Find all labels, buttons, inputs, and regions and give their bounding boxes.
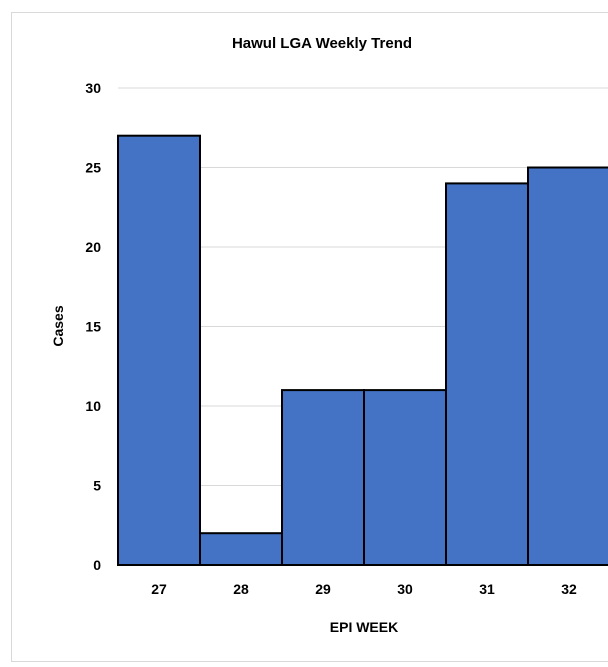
- y-tick-label: 10: [85, 398, 101, 414]
- x-tick-label: 28: [233, 581, 249, 597]
- x-tick-label: 29: [315, 581, 331, 597]
- y-tick-label: 15: [85, 319, 101, 335]
- x-tick-label: 30: [397, 581, 413, 597]
- y-tick-label: 30: [85, 80, 101, 96]
- y-tick-label: 5: [93, 478, 101, 494]
- y-tick-label: 20: [85, 239, 101, 255]
- y-tick-label: 25: [85, 160, 101, 176]
- bar-week-27: [117, 134, 201, 566]
- x-tick-label: 27: [151, 581, 167, 597]
- bar-week-29: [281, 389, 365, 566]
- y-tick-labels: 0 5 10 15 20 25 30: [85, 80, 101, 573]
- y-axis-label: Cases: [50, 305, 66, 346]
- bar-week-32: [527, 166, 608, 566]
- x-axis-label: EPI WEEK: [330, 619, 398, 635]
- bar-week-28: [199, 532, 283, 567]
- bar-week-30: [363, 389, 447, 566]
- bar-week-31: [445, 182, 529, 566]
- x-tick-label: 31: [479, 581, 495, 597]
- x-tick-label: 32: [561, 581, 577, 597]
- bars: [117, 134, 608, 567]
- chart-title: Hawul LGA Weekly Trend: [232, 35, 412, 52]
- x-tick-labels: 27 28 29 30 31 32: [151, 581, 577, 597]
- y-tick-label: 0: [93, 557, 101, 573]
